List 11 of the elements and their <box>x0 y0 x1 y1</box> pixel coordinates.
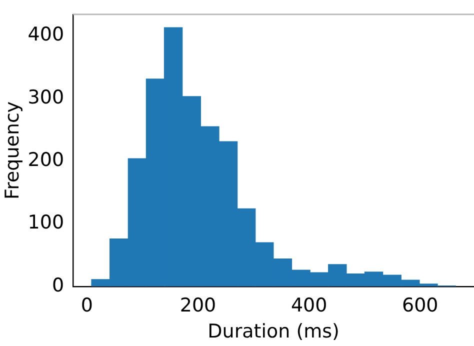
x-tick-label: 0 <box>80 294 93 317</box>
x-axis-title: Duration (ms) <box>208 320 340 343</box>
y-axis-title: Frequency <box>1 101 24 200</box>
y-tick-label: 0 <box>52 274 64 296</box>
x-tick-label: 200 <box>180 294 216 317</box>
y-tick-label: 400 <box>28 24 64 46</box>
y-tick-label: 300 <box>28 86 64 108</box>
x-tick-label: 600 <box>402 294 438 317</box>
x-tick-label: 400 <box>290 294 328 317</box>
y-tick-label: 200 <box>28 148 64 171</box>
y-tick-label: 100 <box>28 212 64 234</box>
